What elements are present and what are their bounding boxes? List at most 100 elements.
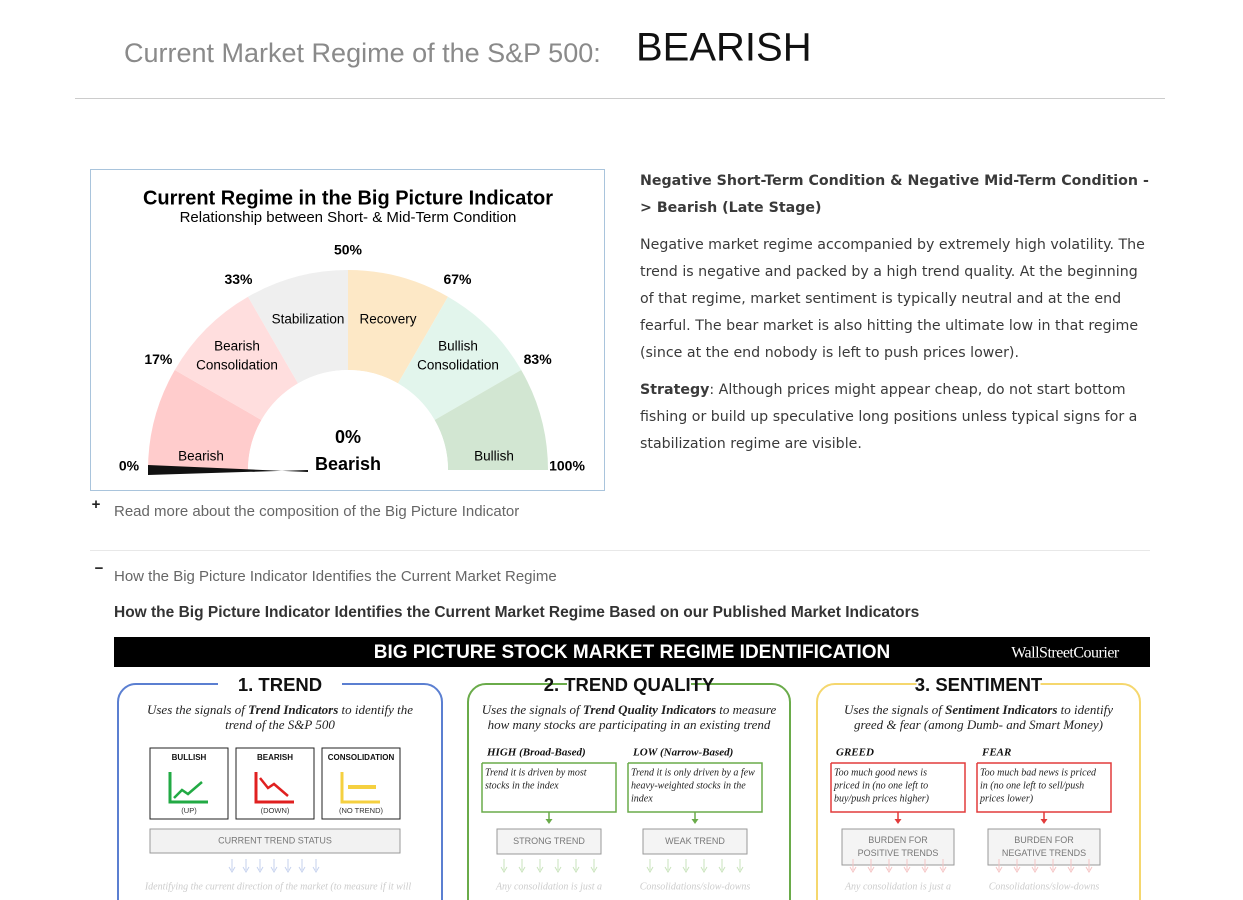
result-box	[496, 828, 602, 855]
panel-title-bg	[218, 674, 342, 696]
gauge-needle	[148, 465, 308, 475]
case-text: stocks in the index	[485, 780, 559, 791]
panel-title-bg	[916, 674, 1041, 696]
gauge-reading-regime: Bearish	[315, 454, 381, 474]
fade-arrow-head	[284, 866, 292, 873]
fade-arrow-head	[312, 866, 320, 873]
fade-arrow-head	[242, 866, 250, 873]
case-bracket	[976, 762, 1112, 813]
panel-desc: greed & fear (among Dumb- and Smart Mone…	[854, 717, 1103, 732]
panel-title-bg	[567, 674, 691, 696]
result-box	[642, 828, 748, 855]
panel-desc: Uses the signals of Trend Indicators to …	[147, 702, 413, 717]
case-text: Trend it is driven by most	[485, 767, 587, 778]
fade-arrow-head	[939, 866, 947, 873]
scale-label: 67%	[443, 271, 472, 287]
panel-desc-part: how many stocks are participating in an …	[488, 717, 771, 732]
panel-desc-part: Uses the signals of	[147, 702, 248, 717]
accordion-icon: −	[95, 560, 104, 577]
panel-footnote: Any consolidation is just a	[844, 881, 951, 892]
gauge-segment	[148, 370, 262, 470]
segment-label: Consolidation	[417, 358, 499, 373]
case-text: Trend it is only driven by a few	[631, 767, 755, 778]
banner	[114, 637, 1150, 667]
gauge-segment	[348, 270, 448, 384]
fade-arrow-head	[867, 866, 875, 873]
result-label: STRONG TREND	[513, 836, 585, 846]
result-box	[841, 828, 955, 866]
case-text: in (no one left to sell/push	[980, 780, 1084, 791]
banner-title: BIG PICTURE STOCK MARKET REGIME IDENTIFI…	[374, 642, 891, 663]
fade-arrow-head	[536, 866, 544, 873]
case-label: LOW (Narrow-Based)	[632, 747, 733, 759]
fade-arrow-head	[646, 866, 654, 873]
trend-icon-axis	[254, 772, 294, 804]
accordion-title: Read more about the composition of the B…	[114, 503, 519, 520]
fade-arrow-head	[1031, 866, 1039, 873]
panel-desc: trend of the S&P 500	[225, 717, 335, 732]
case-arrow-head	[691, 819, 699, 824]
case-arrow-head	[545, 819, 553, 824]
scale-label: 0%	[119, 458, 140, 474]
panel-desc-part: trend of the S&P 500	[225, 717, 335, 732]
fade-arrow-head	[664, 866, 672, 873]
result-label: WEAK TREND	[665, 836, 725, 846]
description-body: Negative market regime accompanied by ex…	[640, 237, 1145, 361]
fade-arrow-head	[1013, 866, 1021, 873]
panel-desc: Uses the signals of Sentiment Indicators…	[844, 702, 1113, 717]
segment-label: Stabilization	[272, 312, 345, 327]
panel-title: 1. TREND	[238, 674, 322, 695]
fade-arrow-head	[995, 866, 1003, 873]
trend-icon-axis	[340, 772, 380, 804]
header-regime: BEARISH	[636, 26, 812, 70]
fade-arrow-head	[682, 866, 690, 873]
case-arrow-head	[1040, 819, 1048, 824]
scale-label: 17%	[144, 351, 173, 367]
fade-arrow-head	[298, 866, 306, 873]
fade-arrow-head	[1085, 866, 1093, 873]
panel-desc: how many stocks are participating in an …	[488, 717, 771, 732]
panel-desc-part: Uses the signals of	[482, 702, 583, 717]
case-label: HIGH (Broad-Based)	[486, 747, 586, 759]
segment-label: Consolidation	[196, 358, 278, 373]
gauge-center	[248, 370, 448, 470]
fade-arrow-head	[700, 866, 708, 873]
trend-sub: (DOWN)	[261, 806, 290, 815]
panel-desc-part: to identify	[1057, 702, 1113, 717]
panel-footnote: Consolidations/slow-downs	[640, 881, 751, 892]
fade-arrow-head	[256, 866, 264, 873]
accordion-icon: +	[92, 496, 101, 513]
panel-desc-part: greed & fear (among Dumb- and Smart Mone…	[854, 717, 1103, 732]
header-label: Current Market Regime of the S&P 500:	[124, 38, 601, 68]
fade-arrow-head	[500, 866, 508, 873]
case-text: prices lower)	[979, 793, 1034, 804]
trend-sub: (NO TREND)	[339, 806, 384, 815]
fade-arrow-head	[849, 866, 857, 873]
fade-arrow-head	[903, 866, 911, 873]
section-heading: How the Big Picture Indicator Identifies…	[114, 604, 919, 621]
segment-label: Bearish	[214, 339, 260, 354]
result-box	[987, 828, 1101, 866]
panel-desc-part: Uses the signals of	[844, 702, 945, 717]
accordion-title: How the Big Picture Indicator Identifies…	[114, 568, 557, 585]
gauge-segment	[248, 270, 348, 384]
gauge-reading: 0%	[335, 427, 361, 447]
scale-label: 83%	[524, 351, 553, 367]
fade-arrow-head	[270, 866, 278, 873]
segment-label: Bullish	[438, 339, 478, 354]
status-bar	[149, 828, 401, 854]
trend-icon-axis	[168, 772, 208, 804]
case-arrow-head	[894, 819, 902, 824]
fade-arrow-head	[518, 866, 526, 873]
panel-footnote: Consolidations/slow-downs	[989, 881, 1100, 892]
panel-title: 2. TREND QUALITY	[544, 674, 715, 695]
fade-arrow-head	[921, 866, 929, 873]
panel-desc-part: Sentiment Indicators	[945, 702, 1057, 717]
segment-label: Bearish	[178, 449, 224, 464]
segment-label: Bullish	[474, 449, 514, 464]
strategy-label: Strategy	[640, 382, 710, 398]
scale-label: 33%	[224, 271, 253, 287]
segment-label: Recovery	[359, 312, 416, 327]
